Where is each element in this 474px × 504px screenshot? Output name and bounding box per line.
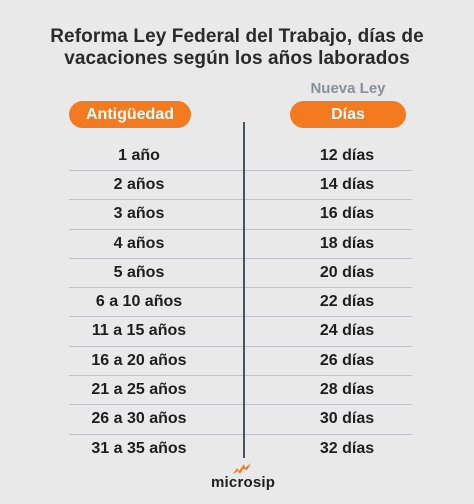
- table-row: 5 años 20 días: [0, 258, 474, 289]
- microsip-wordmark: microsip: [211, 474, 276, 491]
- antiguedad-cell: 16 a 20 años: [91, 351, 187, 369]
- table-row: 16 a 20 años 26 días: [0, 346, 474, 377]
- microsip-flame-icon: [233, 463, 251, 474]
- antiguedad-header-label: Antigüedad: [86, 105, 174, 123]
- dias-cell: 30 días: [319, 410, 375, 428]
- antiguedad-cell: 3 años: [113, 205, 165, 223]
- antiguedad-cell: 5 años: [113, 263, 165, 281]
- antiguedad-cell: 11 a 15 años: [91, 322, 187, 340]
- page-title: Reforma Ley Federal del Trabajo, días de…: [0, 26, 474, 70]
- title-line-1: Reforma Ley Federal del Trabajo, días de: [50, 26, 424, 47]
- dias-cell: 26 días: [319, 351, 375, 369]
- antiguedad-cell: 2 años: [113, 175, 165, 193]
- row-separator: [69, 345, 243, 347]
- row-separator: [245, 170, 412, 171]
- table-row: 11 a 15 años 24 días: [0, 317, 474, 347]
- dias-cell: 28 días: [319, 381, 375, 399]
- table-row: 4 años 18 días: [0, 229, 474, 259]
- table-row: 21 a 25 años 28 días: [0, 375, 474, 406]
- table-row: 1 año 12 días: [0, 141, 474, 171]
- dias-cell: 32 días: [319, 439, 375, 457]
- table-row: 26 a 30 años 30 días: [0, 405, 474, 435]
- dias-cell: 24 días: [319, 322, 375, 340]
- table-row: 3 años 16 días: [0, 200, 474, 230]
- row-separator: [245, 228, 412, 230]
- row-separator: [69, 228, 243, 230]
- title-line-2: vacaciones según los años laborados: [64, 48, 410, 69]
- row-separator: [245, 375, 412, 377]
- row-separator: [69, 375, 243, 377]
- row-separator: [245, 287, 412, 289]
- column-divider: [243, 122, 245, 458]
- microsip-logo: microsip: [211, 462, 283, 496]
- dias-cell: 16 días: [319, 205, 375, 223]
- dias-cell: 12 días: [319, 146, 375, 164]
- row-separator: [245, 199, 412, 201]
- dias-cell: 18 días: [319, 234, 375, 252]
- row-separator: [245, 257, 412, 259]
- antiguedad-header: Antigüedad: [69, 101, 191, 128]
- antiguedad-cell: 21 a 25 años: [91, 381, 187, 399]
- dias-header: Días: [290, 101, 406, 128]
- antiguedad-cell: 26 a 30 años: [91, 410, 187, 428]
- row-separator: [245, 433, 412, 435]
- dias-cell: 14 días: [319, 175, 375, 193]
- dias-header-label: Días: [331, 105, 365, 123]
- row-separator: [69, 199, 243, 201]
- row-separator: [69, 257, 243, 259]
- antiguedad-cell: 6 a 10 años: [95, 293, 183, 311]
- row-separator: [69, 287, 243, 289]
- row-separator: [69, 316, 243, 318]
- table-row: 2 años 14 días: [0, 170, 474, 201]
- antiguedad-cell: 4 años: [113, 234, 165, 252]
- vacation-table: 1 año 12 días 2 años 14 días 3 años 16 d…: [0, 141, 474, 463]
- row-separator: [245, 404, 412, 406]
- antiguedad-cell: 1 año: [118, 146, 160, 164]
- row-separator: [69, 170, 243, 171]
- dias-cell: 22 días: [319, 293, 375, 311]
- row-separator: [245, 316, 412, 318]
- row-separator: [69, 433, 243, 435]
- row-separator: [245, 345, 412, 347]
- row-separator: [69, 404, 243, 406]
- antiguedad-cell: 31 a 35 años: [91, 439, 187, 457]
- nueva-ley-label: Nueva Ley: [310, 80, 386, 97]
- dias-cell: 20 días: [319, 263, 375, 281]
- table-row: 31 a 35 años 32 días: [0, 434, 474, 463]
- table-row: 6 a 10 años 22 días: [0, 287, 474, 318]
